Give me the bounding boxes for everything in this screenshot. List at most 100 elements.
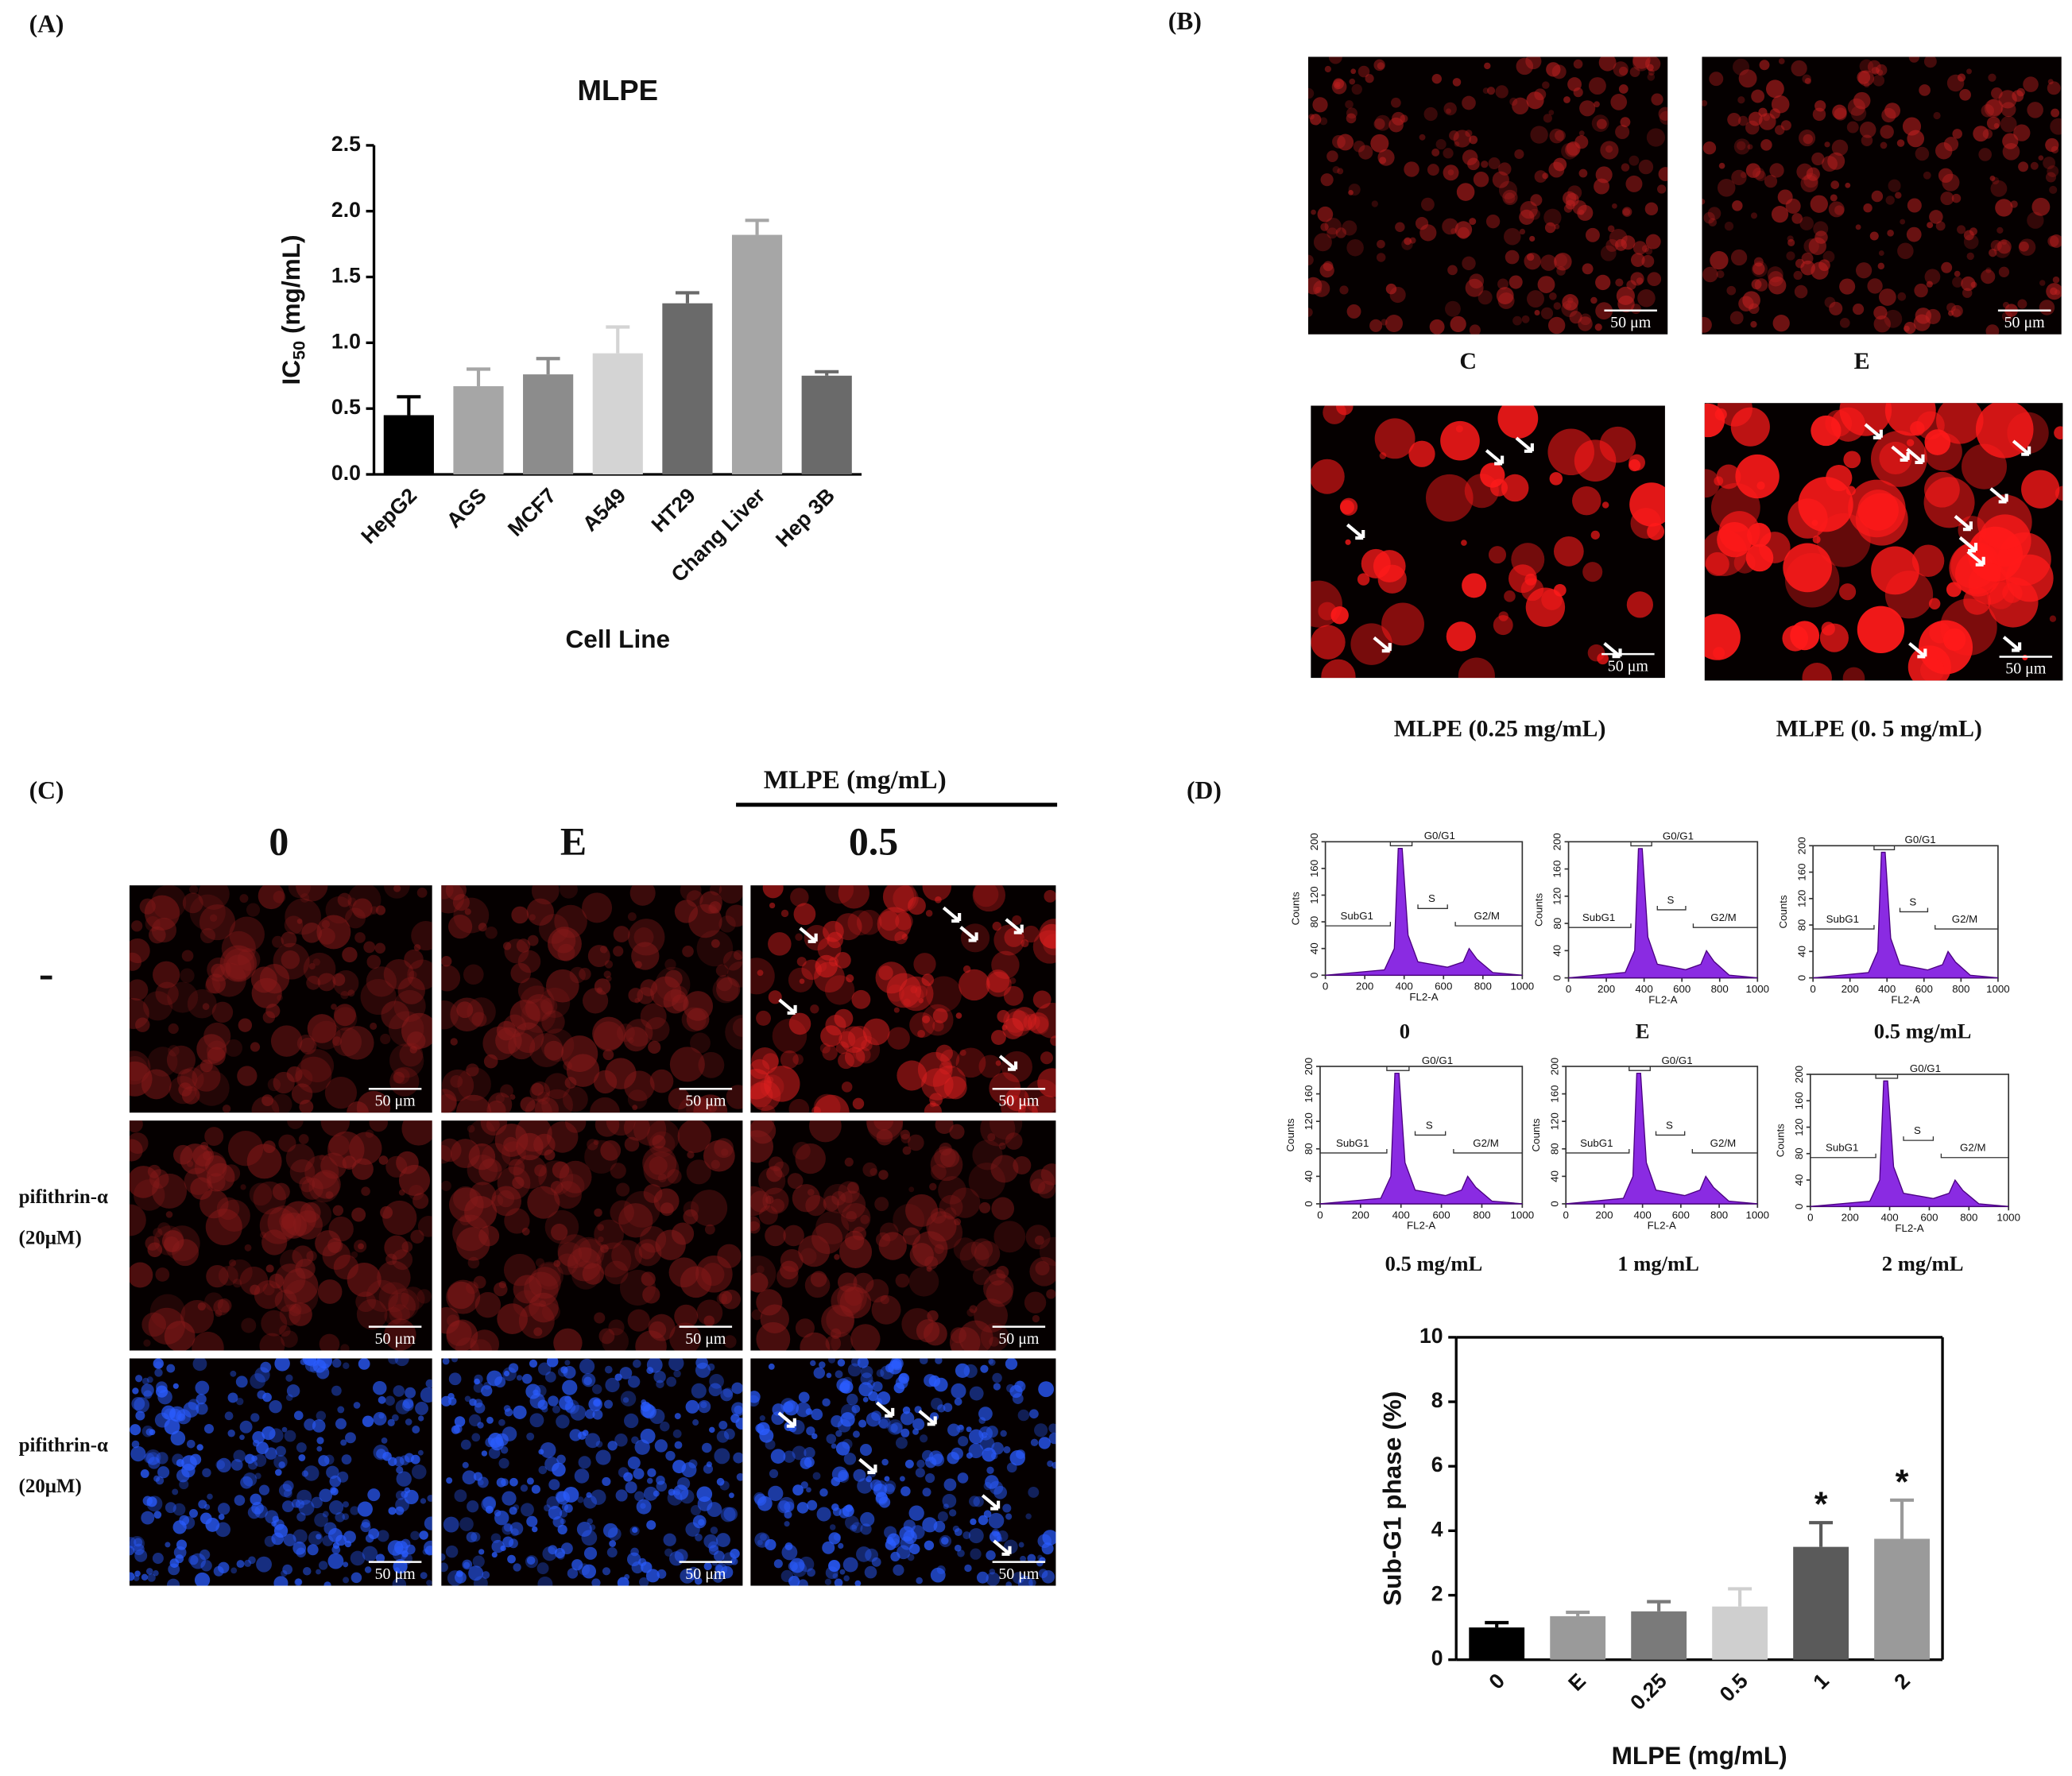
y-tick-label: 160 bbox=[1548, 1085, 1560, 1102]
cell bbox=[615, 1489, 628, 1502]
y-tick-label: 160 bbox=[1303, 1085, 1315, 1102]
cell bbox=[604, 1399, 614, 1409]
cell bbox=[199, 1059, 213, 1073]
cell bbox=[750, 1256, 777, 1292]
arrow bbox=[942, 906, 962, 923]
cell bbox=[594, 1312, 606, 1324]
cell bbox=[502, 1141, 526, 1167]
cell bbox=[958, 1436, 969, 1447]
x-tick-label: 1 bbox=[1808, 1669, 1834, 1694]
cell bbox=[239, 1420, 253, 1434]
cell bbox=[780, 1398, 796, 1413]
gate-label: G2/M bbox=[1474, 910, 1500, 922]
cell bbox=[250, 1413, 260, 1422]
cell bbox=[643, 1151, 680, 1188]
cell bbox=[940, 1148, 960, 1168]
cell bbox=[392, 1577, 407, 1586]
cell bbox=[316, 1437, 324, 1445]
cell bbox=[249, 1182, 273, 1206]
cell bbox=[578, 1563, 591, 1576]
cell bbox=[1346, 113, 1357, 124]
cell bbox=[949, 1124, 965, 1140]
cell bbox=[966, 1308, 975, 1317]
gate bbox=[1565, 1148, 1630, 1154]
cell bbox=[1629, 155, 1640, 166]
cell bbox=[922, 1488, 931, 1497]
cell bbox=[876, 1128, 893, 1146]
cell bbox=[1906, 439, 1915, 447]
cell bbox=[958, 1424, 964, 1430]
cell bbox=[1950, 304, 1963, 317]
cell bbox=[441, 885, 465, 914]
cell bbox=[487, 1092, 513, 1113]
cell bbox=[283, 1533, 296, 1546]
cell bbox=[427, 1495, 432, 1502]
cell bbox=[940, 1049, 960, 1069]
y-tick-label: 4 bbox=[1431, 1517, 1443, 1541]
cell bbox=[176, 1409, 192, 1425]
cell bbox=[829, 1524, 836, 1530]
cell bbox=[710, 1526, 718, 1534]
cell bbox=[871, 1557, 881, 1567]
cell bbox=[611, 1240, 643, 1271]
cell bbox=[455, 1094, 492, 1113]
cell bbox=[937, 1511, 948, 1523]
cell bbox=[1493, 615, 1513, 636]
cell bbox=[417, 1216, 432, 1237]
cell bbox=[1850, 106, 1867, 122]
cell bbox=[788, 967, 814, 992]
gate bbox=[1810, 1153, 1876, 1159]
cell bbox=[587, 945, 610, 968]
cell bbox=[734, 1405, 743, 1414]
cell bbox=[1492, 171, 1509, 188]
cell bbox=[526, 1556, 536, 1565]
gate-label: G0/G1 bbox=[1663, 830, 1694, 842]
cell bbox=[1385, 315, 1403, 333]
cell bbox=[502, 942, 512, 950]
cell bbox=[278, 1484, 292, 1497]
y-tick-label: 80 bbox=[1303, 1143, 1315, 1155]
cell bbox=[1907, 198, 1922, 213]
cell bbox=[142, 1377, 149, 1385]
cell bbox=[1554, 253, 1567, 268]
cell bbox=[912, 1418, 925, 1430]
cell bbox=[996, 1266, 1009, 1279]
cell bbox=[1935, 221, 1946, 231]
cell bbox=[1811, 152, 1825, 166]
cell bbox=[857, 1478, 873, 1494]
cell bbox=[812, 1472, 821, 1480]
cell bbox=[1951, 308, 1961, 318]
cell bbox=[1933, 111, 1941, 120]
y-tick-label: 120 bbox=[1308, 886, 1320, 903]
row-label: (20μM) bbox=[19, 1228, 82, 1249]
cell bbox=[843, 1575, 850, 1581]
cell bbox=[951, 1447, 963, 1461]
cell bbox=[147, 1047, 178, 1077]
cell bbox=[318, 1561, 328, 1570]
cell bbox=[877, 1416, 891, 1430]
cell bbox=[1443, 164, 1459, 181]
cell bbox=[535, 1261, 564, 1290]
cell bbox=[2027, 211, 2044, 229]
cell bbox=[897, 1060, 928, 1091]
cell bbox=[880, 1295, 889, 1305]
cell bbox=[1319, 117, 1328, 126]
cell bbox=[805, 1408, 813, 1415]
cell bbox=[343, 1501, 350, 1508]
cell bbox=[1050, 1035, 1056, 1047]
cell bbox=[540, 997, 558, 1015]
cell bbox=[199, 1549, 211, 1561]
cell bbox=[862, 1162, 877, 1177]
cell bbox=[1465, 278, 1484, 297]
cell bbox=[1017, 1409, 1030, 1422]
cell bbox=[1787, 238, 1795, 246]
cell bbox=[1991, 87, 2003, 99]
cell bbox=[1990, 239, 2002, 252]
bar bbox=[523, 374, 574, 474]
cell bbox=[410, 1229, 424, 1244]
cell bbox=[592, 1384, 602, 1395]
cell bbox=[265, 1510, 279, 1524]
cell bbox=[1616, 286, 1635, 305]
cell bbox=[485, 1505, 494, 1514]
cell bbox=[834, 1008, 854, 1028]
